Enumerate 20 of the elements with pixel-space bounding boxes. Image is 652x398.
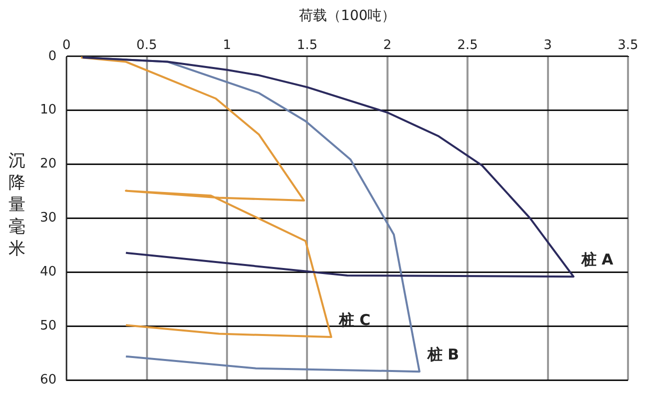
y-tick-label: 40 — [40, 264, 57, 280]
series-label: 桩 A — [580, 250, 614, 268]
x-tick-label: 1.5 — [296, 38, 318, 53]
x-tick-label: 3 — [544, 38, 552, 53]
x-tick-label: 1 — [222, 38, 232, 53]
x-tick-label: 0 — [62, 38, 71, 53]
x-tick-label: 3.5 — [618, 38, 638, 53]
y-tick-label: 30 — [40, 210, 57, 226]
y-tick-label: 10 — [40, 102, 57, 118]
y-tick-label: 50 — [40, 318, 57, 334]
y-tick-label: 0 — [48, 48, 57, 64]
series-label: 桩 B — [426, 345, 460, 364]
y-tick-label: 20 — [40, 156, 57, 172]
x-tick-label: 2.5 — [457, 38, 478, 53]
x-tick-label: 2 — [383, 38, 392, 53]
series-label: 桩 C — [338, 310, 370, 329]
y-axis-title: 沉降量毫米 — [8, 150, 26, 260]
x-axis-title: 荷载（100吨） — [298, 8, 396, 24]
y-tick-label: 60 — [40, 372, 57, 388]
x-tick-label: 0.5 — [136, 38, 158, 53]
